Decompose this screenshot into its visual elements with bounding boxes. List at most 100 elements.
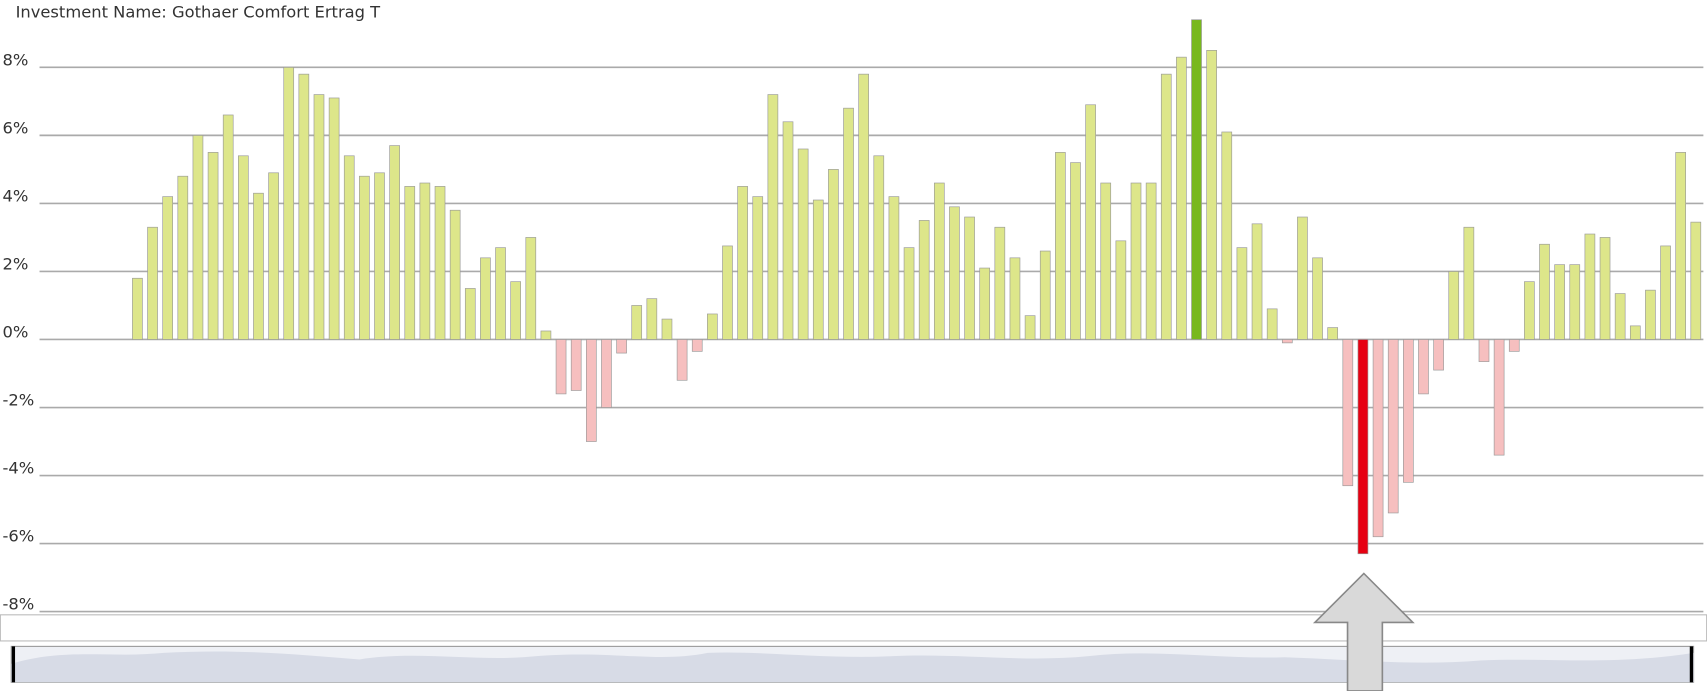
bar <box>1357 339 1369 555</box>
bar <box>1024 315 1036 340</box>
bar <box>964 216 975 340</box>
bar <box>525 237 537 340</box>
bar <box>464 288 476 340</box>
bar <box>1675 152 1686 340</box>
bar <box>1584 233 1596 340</box>
bar <box>1645 289 1656 340</box>
bar <box>253 192 264 340</box>
bar <box>555 339 567 395</box>
bar <box>389 145 400 340</box>
bar <box>1039 250 1051 340</box>
bar <box>1539 243 1550 340</box>
navigator-area <box>11 651 1694 683</box>
bar <box>707 313 718 340</box>
bar <box>268 172 279 340</box>
bar <box>510 281 521 340</box>
bar <box>1524 281 1535 340</box>
bar <box>1463 226 1475 340</box>
bar <box>1221 131 1233 340</box>
y-tick-label: 2% <box>3 254 29 273</box>
y-tick-label: -4% <box>3 459 35 478</box>
bar <box>691 339 703 352</box>
bar <box>1236 247 1248 340</box>
bar <box>298 73 310 340</box>
bar <box>1327 327 1339 340</box>
bar <box>1281 339 1293 344</box>
bar <box>812 199 824 340</box>
bar <box>782 121 794 340</box>
bar <box>328 97 340 340</box>
bar <box>1342 339 1354 487</box>
bar <box>949 206 960 340</box>
bar <box>1266 308 1278 340</box>
bar <box>1145 182 1157 340</box>
bar <box>1599 237 1611 340</box>
bar <box>147 226 158 340</box>
bar <box>207 152 219 340</box>
bar <box>722 245 733 340</box>
bar <box>767 94 779 340</box>
bar <box>1206 50 1217 340</box>
y-tick-label: -2% <box>3 390 35 409</box>
bar <box>1176 56 1187 340</box>
y-tick-label: 4% <box>3 186 29 205</box>
bar <box>858 73 869 340</box>
bar <box>1614 293 1626 340</box>
bar <box>132 277 143 340</box>
bar <box>797 148 809 340</box>
bar <box>903 247 915 340</box>
bar <box>1478 339 1490 362</box>
bar <box>586 339 597 442</box>
bar <box>843 107 854 340</box>
bar <box>283 67 295 340</box>
bar <box>495 247 506 340</box>
bar <box>1115 240 1127 340</box>
bar <box>752 196 764 340</box>
bar <box>222 114 234 340</box>
bar <box>888 196 900 340</box>
bar <box>933 182 945 340</box>
bar <box>646 298 658 340</box>
bar <box>1160 73 1172 340</box>
bar <box>676 339 688 381</box>
y-tick-label: 0% <box>3 322 29 341</box>
bar <box>1508 339 1520 352</box>
bar <box>1660 245 1671 340</box>
bar <box>1554 264 1565 340</box>
bar <box>1372 339 1384 538</box>
y-tick-label: 6% <box>3 118 29 137</box>
bar <box>1493 339 1505 456</box>
bar <box>661 318 673 340</box>
bar <box>162 196 173 340</box>
bar <box>1009 257 1021 340</box>
bar <box>1690 221 1702 340</box>
bar <box>1085 104 1096 340</box>
plot: -8%-6%-4%-2%0%2%4%6%8%200920112013201520… <box>3 19 1704 683</box>
y-tick-label: -6% <box>3 527 35 546</box>
bar <box>1418 339 1429 395</box>
bar <box>1100 182 1112 340</box>
bar <box>1403 339 1414 483</box>
bar <box>873 155 885 340</box>
bar <box>570 339 582 391</box>
bar <box>1191 19 1202 340</box>
bar <box>979 267 991 340</box>
bar <box>313 94 325 340</box>
bar <box>404 186 416 340</box>
bar <box>1448 271 1460 340</box>
bar <box>631 305 643 340</box>
bar <box>359 175 370 340</box>
bar <box>1251 223 1263 340</box>
bar <box>449 209 461 340</box>
scroll-arrow[interactable] <box>1312 572 1415 691</box>
bar <box>419 182 431 340</box>
bar <box>177 175 189 340</box>
bar <box>374 172 385 340</box>
timeline-bar <box>0 614 1707 642</box>
bar <box>737 186 748 340</box>
bar <box>918 220 930 340</box>
bar <box>343 155 355 340</box>
bar <box>238 155 249 340</box>
chart-title: Investment Name: Gothaer Comfort Ertrag … <box>16 3 382 22</box>
